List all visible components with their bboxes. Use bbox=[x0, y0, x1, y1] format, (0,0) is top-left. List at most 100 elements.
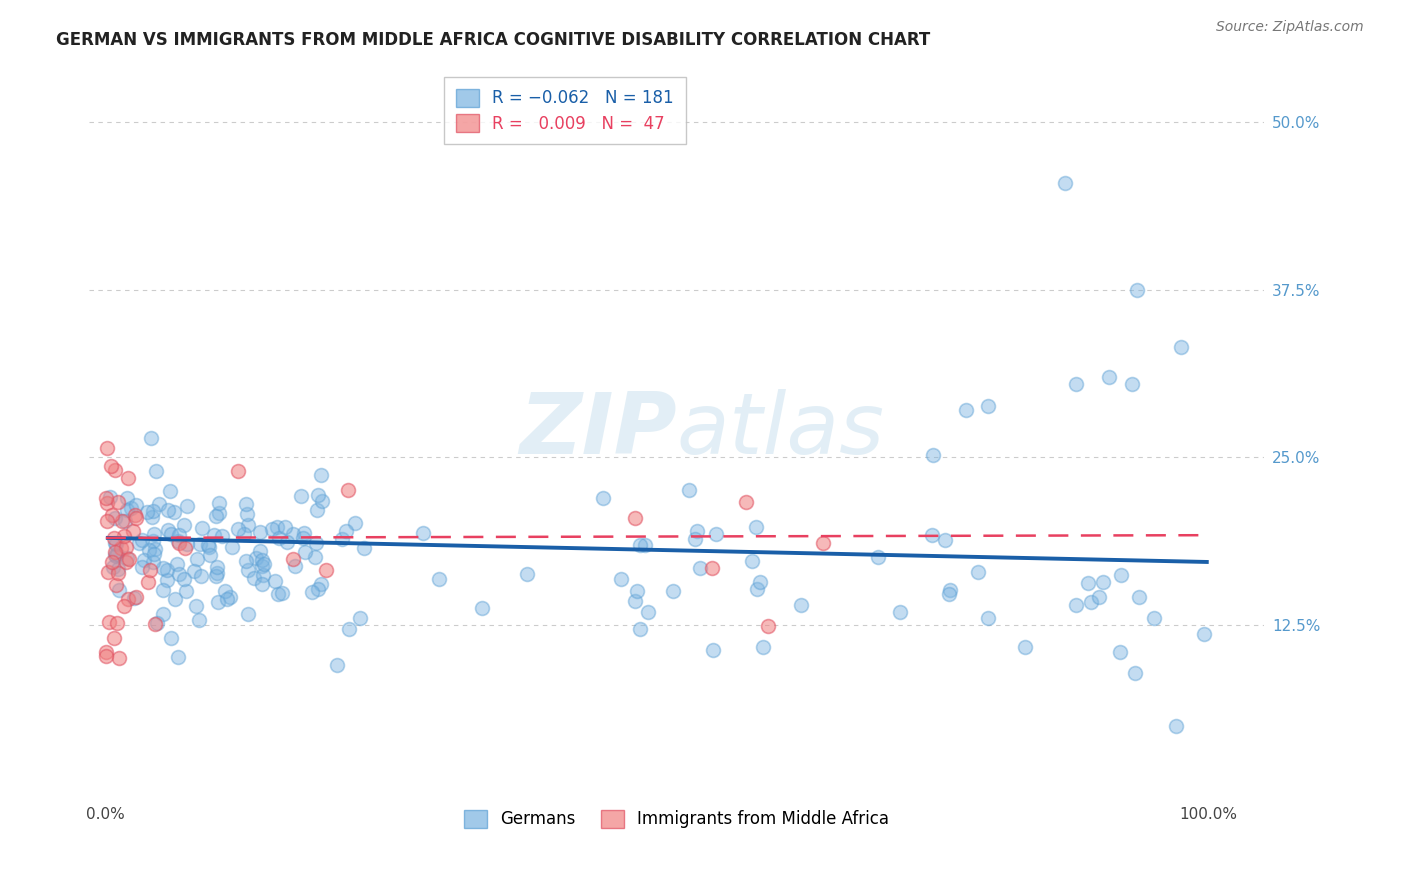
Point bbox=[250, 553, 273, 567]
Point bbox=[236, 607, 259, 622]
Point bbox=[307, 503, 329, 517]
Point bbox=[142, 547, 165, 561]
Point bbox=[977, 611, 1000, 625]
Point bbox=[274, 520, 297, 534]
Point bbox=[243, 572, 266, 586]
Point bbox=[349, 611, 371, 625]
Point bbox=[624, 511, 647, 525]
Point bbox=[335, 524, 357, 538]
Point bbox=[117, 592, 139, 607]
Point bbox=[128, 536, 150, 550]
Point bbox=[236, 508, 259, 522]
Point bbox=[115, 491, 138, 506]
Point bbox=[661, 583, 683, 598]
Point bbox=[233, 526, 256, 541]
Point bbox=[1092, 574, 1115, 589]
Point bbox=[1142, 611, 1164, 625]
Point bbox=[207, 595, 229, 609]
Point bbox=[307, 582, 329, 596]
Point bbox=[132, 553, 155, 567]
Point bbox=[269, 531, 291, 545]
Point bbox=[173, 541, 195, 556]
Point bbox=[337, 623, 360, 637]
Point bbox=[160, 527, 183, 541]
Legend: Germans, Immigrants from Middle Africa: Germans, Immigrants from Middle Africa bbox=[457, 803, 896, 835]
Point bbox=[141, 431, 163, 445]
Point bbox=[226, 522, 249, 536]
Point bbox=[145, 465, 167, 479]
Point bbox=[238, 518, 260, 533]
Point bbox=[176, 499, 198, 513]
Point bbox=[107, 651, 129, 665]
Point bbox=[166, 533, 188, 548]
Point bbox=[741, 554, 763, 568]
Point bbox=[412, 525, 434, 540]
Point bbox=[96, 441, 118, 455]
Point bbox=[107, 562, 129, 576]
Point bbox=[263, 574, 285, 589]
Point bbox=[159, 484, 181, 499]
Point bbox=[249, 524, 271, 539]
Point bbox=[143, 617, 166, 632]
Point bbox=[142, 555, 165, 569]
Point bbox=[291, 531, 314, 545]
Text: Source: ZipAtlas.com: Source: ZipAtlas.com bbox=[1216, 20, 1364, 34]
Point bbox=[143, 541, 166, 556]
Point bbox=[138, 543, 160, 558]
Point bbox=[628, 538, 651, 552]
Point bbox=[1164, 718, 1187, 732]
Point bbox=[789, 598, 811, 612]
Point bbox=[284, 558, 307, 573]
Point bbox=[1098, 370, 1121, 384]
Point bbox=[939, 583, 962, 598]
Point bbox=[1125, 666, 1147, 681]
Point bbox=[922, 448, 945, 462]
Point bbox=[97, 565, 120, 579]
Point bbox=[190, 520, 212, 534]
Point bbox=[205, 509, 228, 524]
Point bbox=[253, 557, 276, 571]
Point bbox=[337, 483, 360, 498]
Point bbox=[105, 549, 128, 564]
Point bbox=[592, 491, 614, 505]
Point bbox=[689, 561, 711, 575]
Point bbox=[249, 544, 271, 558]
Point bbox=[121, 524, 143, 538]
Point bbox=[921, 528, 943, 542]
Point bbox=[104, 510, 127, 524]
Point bbox=[120, 501, 142, 516]
Point bbox=[103, 531, 125, 545]
Point bbox=[704, 527, 727, 541]
Point bbox=[283, 552, 305, 566]
Point bbox=[235, 554, 257, 568]
Point bbox=[125, 591, 148, 605]
Point bbox=[107, 566, 129, 580]
Point bbox=[215, 592, 238, 607]
Point bbox=[173, 517, 195, 532]
Point bbox=[111, 514, 134, 528]
Point bbox=[294, 544, 316, 558]
Point bbox=[756, 619, 779, 633]
Point bbox=[118, 551, 141, 566]
Point bbox=[292, 525, 315, 540]
Point bbox=[207, 566, 229, 580]
Point bbox=[124, 591, 146, 606]
Point bbox=[1054, 176, 1077, 190]
Point bbox=[104, 578, 127, 592]
Point bbox=[104, 463, 127, 477]
Point bbox=[152, 561, 174, 575]
Point bbox=[114, 514, 136, 528]
Point bbox=[156, 564, 179, 578]
Point bbox=[938, 587, 960, 601]
Point bbox=[96, 496, 118, 510]
Point bbox=[245, 551, 267, 566]
Point bbox=[1109, 568, 1132, 582]
Point bbox=[205, 569, 228, 583]
Point bbox=[315, 563, 337, 577]
Point bbox=[141, 510, 163, 524]
Point bbox=[734, 495, 756, 509]
Point bbox=[97, 615, 120, 629]
Point bbox=[427, 572, 450, 586]
Point bbox=[103, 536, 125, 550]
Point bbox=[125, 511, 148, 525]
